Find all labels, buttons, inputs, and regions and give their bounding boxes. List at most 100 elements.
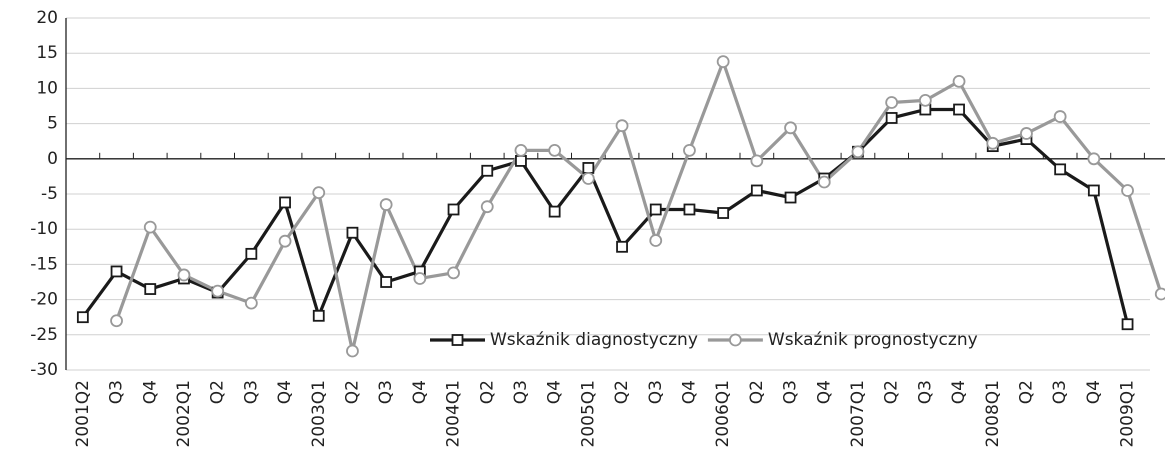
marker <box>717 207 730 219</box>
x-tick-label: Q2 <box>208 380 228 404</box>
x-tick-label: Q3 <box>1050 380 1070 404</box>
x-tick-label: 2008Q1 <box>983 380 1003 447</box>
marker <box>480 200 494 214</box>
x-tick-label: Q3 <box>107 380 127 404</box>
y-tick-label: 15 <box>36 43 58 63</box>
marker <box>245 247 258 260</box>
marker <box>1020 127 1033 140</box>
legend-label: Wskaźnik prognostyczny <box>768 330 978 350</box>
marker <box>144 283 157 295</box>
x-tick-label: 2009Q1 <box>1118 380 1138 447</box>
marker <box>514 143 528 157</box>
marker <box>143 220 157 234</box>
marker <box>953 103 965 116</box>
marker <box>582 162 595 174</box>
x-tick-label: Q4 <box>275 380 295 404</box>
legend-marker <box>728 333 742 347</box>
marker <box>548 143 562 157</box>
marker <box>346 344 359 358</box>
marker <box>750 154 764 168</box>
marker <box>885 96 899 109</box>
y-tick-label: 20 <box>36 8 58 28</box>
x-tick-label: Q4 <box>679 380 699 404</box>
marker <box>683 203 696 216</box>
marker <box>515 155 527 167</box>
x-tick-label: 2007Q1 <box>848 380 868 447</box>
y-tick-label: 10 <box>36 78 58 98</box>
marker <box>76 311 89 324</box>
x-tick-label: 2001Q2 <box>73 380 93 447</box>
marker <box>548 205 561 218</box>
marker <box>581 172 595 185</box>
y-tick-label: 5 <box>47 114 58 134</box>
marker <box>649 234 663 247</box>
x-tick-label: Q4 <box>1084 380 1104 404</box>
y-tick-label: -10 <box>30 219 58 239</box>
marker <box>918 93 932 107</box>
marker <box>481 164 494 177</box>
x-tick-label: Q2 <box>747 380 767 404</box>
x-tick-label: Q2 <box>477 380 497 404</box>
marker <box>716 55 730 69</box>
y-tick-label: 0 <box>47 149 58 169</box>
x-tick-label: Q2 <box>612 380 632 404</box>
y-tick-label: -5 <box>41 184 58 204</box>
marker <box>1054 163 1067 176</box>
marker <box>1121 318 1134 331</box>
x-tick-label: Q2 <box>882 380 902 404</box>
x-tick-label: 2004Q1 <box>444 380 464 447</box>
marker <box>211 284 225 298</box>
x-tick-label: Q3 <box>376 380 396 404</box>
marker <box>750 184 763 197</box>
x-tick-label: Q3 <box>646 380 666 404</box>
x-tick-label: Q4 <box>545 380 565 404</box>
marker <box>1053 110 1067 123</box>
marker <box>817 175 831 189</box>
marker <box>615 119 629 133</box>
marker <box>616 240 628 253</box>
marker <box>447 203 460 216</box>
legend-label: Wskaźnik diagnostyczny <box>490 330 698 350</box>
y-tick-label: -20 <box>30 290 58 310</box>
marker <box>312 186 326 199</box>
marker <box>346 226 359 239</box>
y-tick-label: -30 <box>30 360 58 380</box>
x-tick-label: Q2 <box>1016 380 1036 404</box>
marker <box>447 266 460 280</box>
x-tick-label: Q3 <box>241 380 261 404</box>
x-tick-label: Q4 <box>410 380 430 404</box>
x-tick-label: Q4 <box>140 380 160 404</box>
marker <box>177 268 191 282</box>
marker <box>1087 152 1101 166</box>
marker <box>413 272 427 285</box>
marker <box>379 198 393 211</box>
x-tick-label: Q2 <box>342 380 362 404</box>
marker <box>1121 184 1134 197</box>
marker <box>649 203 662 216</box>
marker <box>885 112 898 124</box>
x-tick-label: Q4 <box>814 380 834 404</box>
x-tick-label: 2006Q1 <box>713 380 733 447</box>
x-tick-label: 2002Q1 <box>174 380 194 447</box>
marker <box>110 314 123 328</box>
marker <box>312 309 325 322</box>
y-tick-label: -25 <box>30 325 58 345</box>
marker <box>851 145 865 159</box>
marker <box>244 296 258 310</box>
marker <box>278 234 292 248</box>
marker <box>380 276 393 288</box>
x-tick-label: Q4 <box>949 380 969 404</box>
marker <box>784 191 797 204</box>
y-tick-label: -15 <box>30 254 58 274</box>
series-line <box>81 107 1130 325</box>
x-tick-label: Q3 <box>915 380 935 404</box>
marker <box>110 265 123 278</box>
x-tick-label: Q3 <box>781 380 801 404</box>
marker <box>1154 287 1165 301</box>
marker <box>279 196 291 209</box>
series-line <box>115 60 1163 353</box>
marker <box>683 143 696 157</box>
marker <box>952 74 966 88</box>
